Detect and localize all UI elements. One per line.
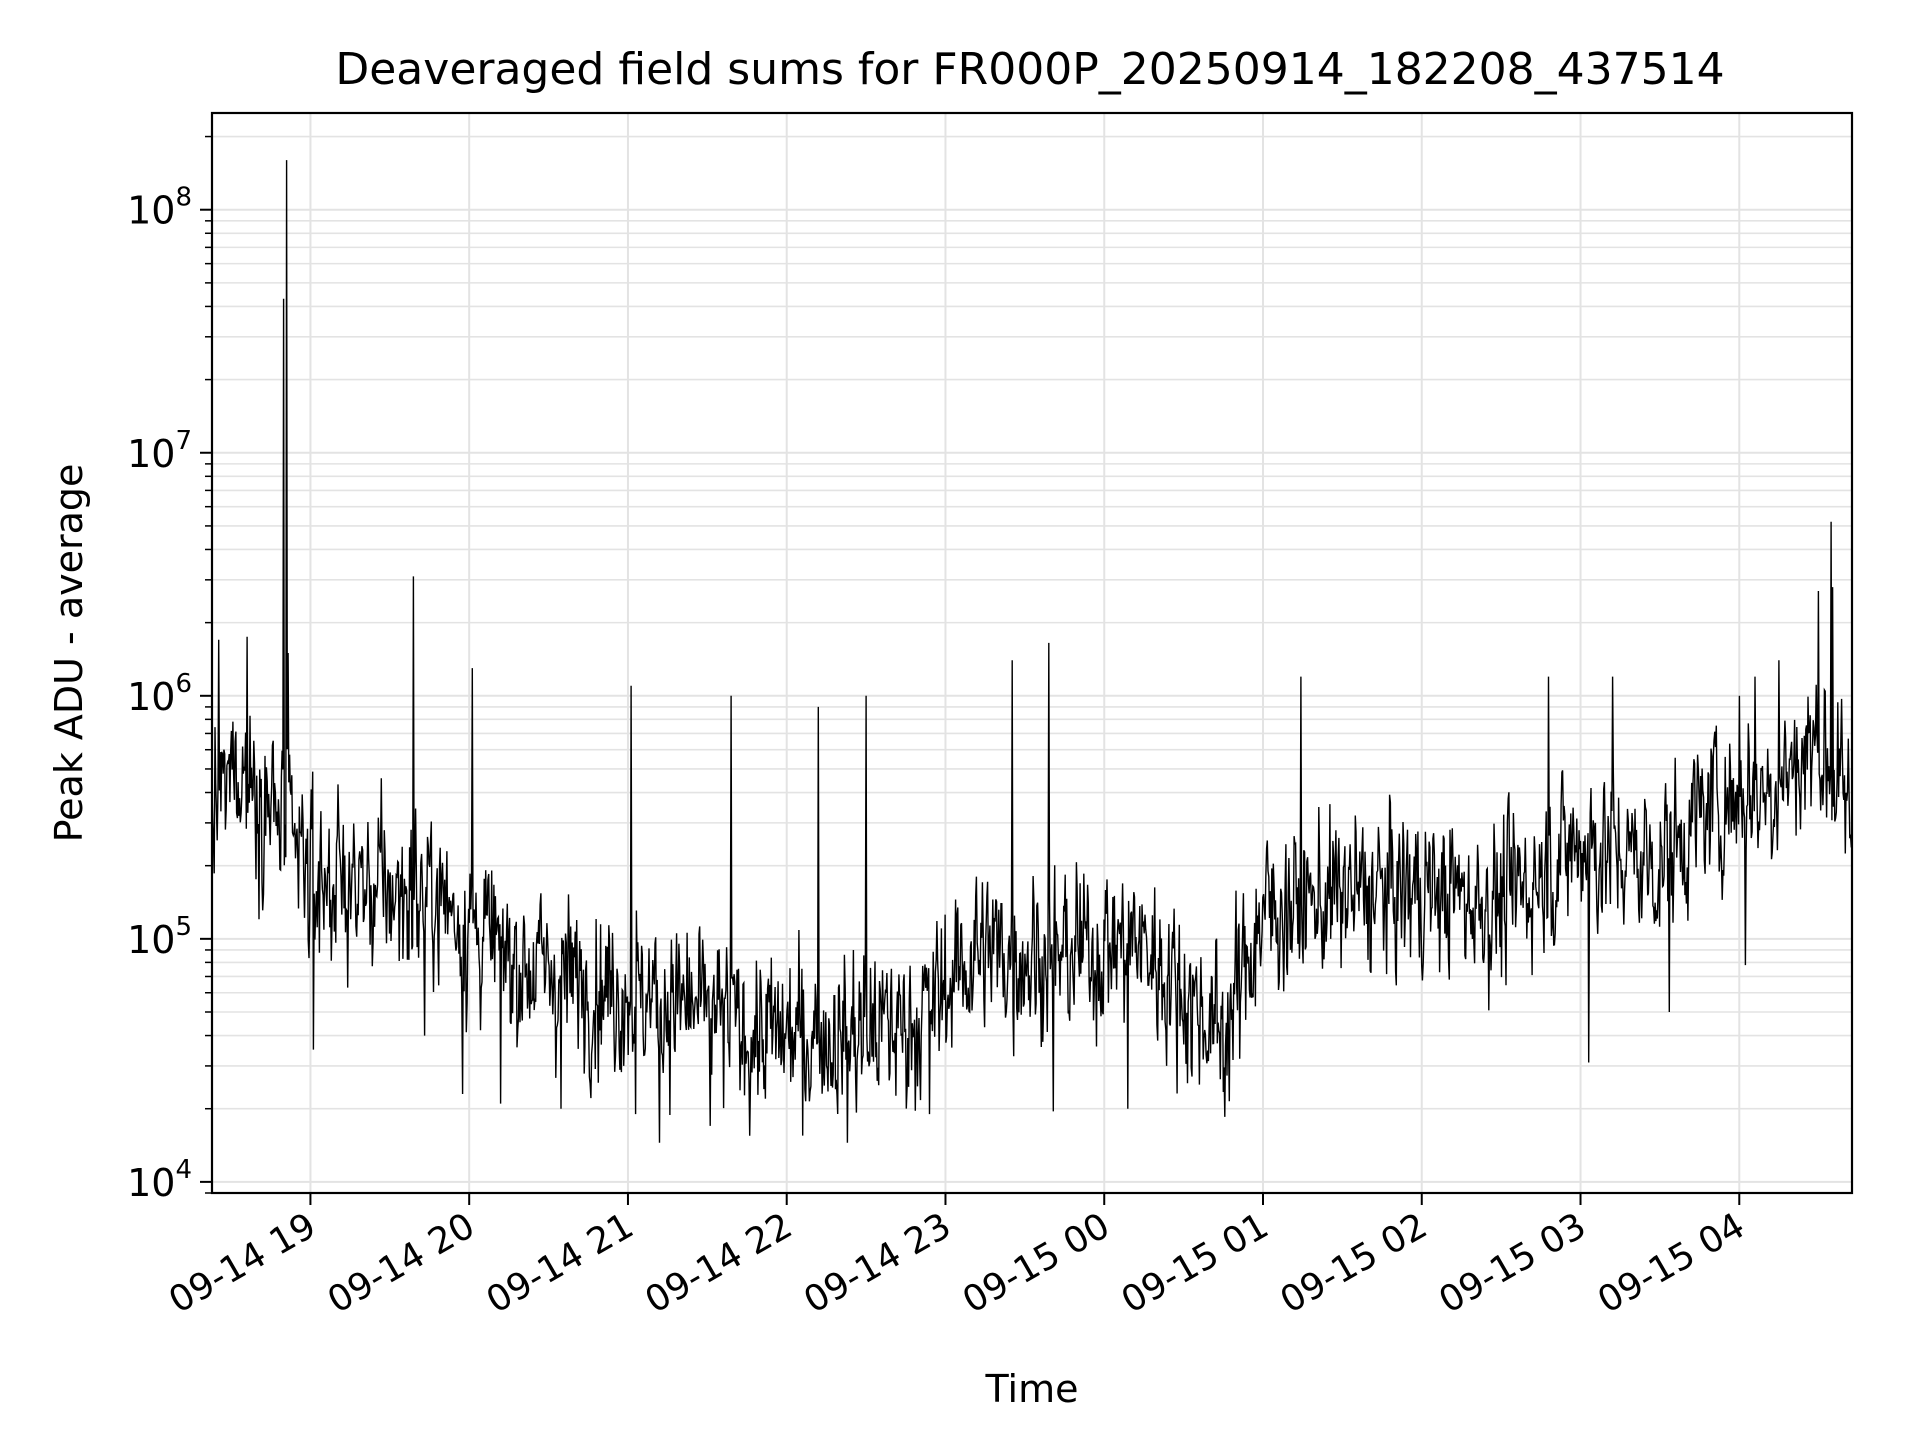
- y-tick-label: 105: [127, 912, 192, 962]
- y-tick-label: 104: [127, 1155, 192, 1205]
- plot-frame: [210, 111, 1854, 1195]
- series-line: [211, 160, 1853, 1143]
- x-axis-label: Time: [985, 1367, 1079, 1411]
- y-tick-label: 106: [127, 669, 192, 719]
- series-line-path: [211, 160, 1853, 1143]
- y-tick-label: 108: [127, 183, 192, 233]
- y-axis-label: Peak ADU - average: [47, 464, 91, 843]
- chart-title: Deaveraged field sums for FR000P_2025091…: [335, 44, 1724, 95]
- y-tick-label: 107: [127, 426, 192, 476]
